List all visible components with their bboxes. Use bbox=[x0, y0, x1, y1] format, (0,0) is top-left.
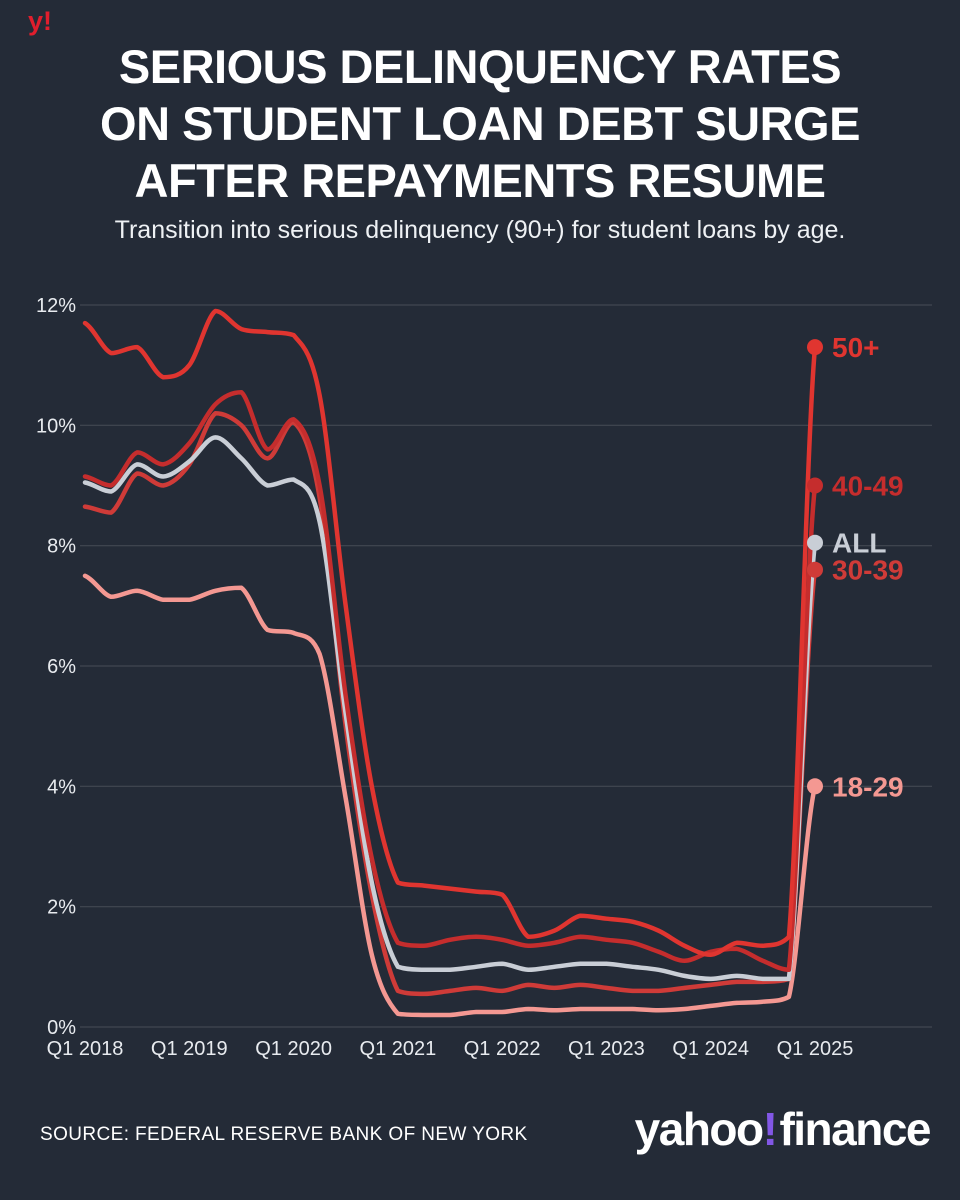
yahoo-finance-logo: yahoo!finance bbox=[634, 1102, 932, 1156]
x-tick-label-q1-2022: Q1 2022 bbox=[464, 1038, 541, 1060]
y-tick-label-2: 2% bbox=[47, 897, 76, 919]
brand-finance: finance bbox=[779, 1103, 931, 1155]
series-end-dot-50 bbox=[807, 339, 823, 356]
series-end-label-18-29: 18-29 bbox=[832, 771, 904, 802]
title-line-1: SERIOUS DELINQUENCY RATES bbox=[118, 40, 842, 93]
brand-yahoo: yahoo bbox=[634, 1103, 764, 1155]
series-line-50 bbox=[82, 308, 818, 958]
chart-subtitle: Transition into serious delinquency (90+… bbox=[114, 216, 846, 244]
y-tick-label-10: 10% bbox=[36, 415, 76, 437]
x-tick-label-q1-2024: Q1 2024 bbox=[672, 1038, 749, 1060]
series-line-18-29 bbox=[82, 573, 818, 1018]
series-end-dot-30-39 bbox=[807, 561, 823, 578]
y-tick-label-8: 8% bbox=[47, 536, 76, 558]
y-tick-label-0: 0% bbox=[47, 1017, 76, 1039]
series-line-30-39 bbox=[82, 411, 818, 997]
series-line-40-49 bbox=[82, 389, 818, 973]
x-tick-label-q1-2025: Q1 2025 bbox=[777, 1038, 854, 1060]
y-tick-label-6: 6% bbox=[47, 656, 76, 678]
series-end-label-30-39: 30-39 bbox=[832, 555, 904, 586]
y-tick-label-12: 12% bbox=[36, 295, 76, 317]
x-tick-label-q1-2018: Q1 2018 bbox=[47, 1038, 124, 1060]
x-tick-label-q1-2021: Q1 2021 bbox=[360, 1038, 437, 1060]
series-line-all bbox=[82, 435, 818, 982]
series-end-dot-40-49 bbox=[807, 477, 823, 494]
title-line-3: AFTER REPAYMENTS RESUME bbox=[134, 154, 826, 207]
source-credit: SOURCE: FEDERAL RESERVE BANK OF NEW YORK bbox=[40, 1124, 528, 1145]
series-end-label-50: 50+ bbox=[832, 332, 880, 363]
line-chart: 0% 2% 4% 6% 8% 10% 12% Q1 2018 Q1 2019 Q1 2020 Q1 … bbox=[36, 295, 932, 1060]
series-end-label-40-49: 40-49 bbox=[832, 471, 904, 502]
x-tick-label-q1-2019: Q1 2019 bbox=[151, 1038, 228, 1060]
page-title: SERIOUS DELINQUENCY RATES ON STUDENT LOA… bbox=[0, 38, 960, 209]
yahoo-corner-logo: y! bbox=[28, 6, 53, 36]
series-end-dot-18-29 bbox=[807, 778, 823, 795]
series-end-label-all: ALL bbox=[832, 528, 886, 559]
series-end-dot-all bbox=[807, 534, 823, 551]
x-tick-label-q1-2020: Q1 2020 bbox=[255, 1038, 332, 1060]
x-tick-label-q1-2023: Q1 2023 bbox=[568, 1038, 645, 1060]
brand-exclamation-icon: ! bbox=[762, 1103, 778, 1155]
y-tick-label-4: 4% bbox=[47, 776, 76, 798]
title-line-2: ON STUDENT LOAN DEBT SURGE bbox=[100, 97, 860, 150]
